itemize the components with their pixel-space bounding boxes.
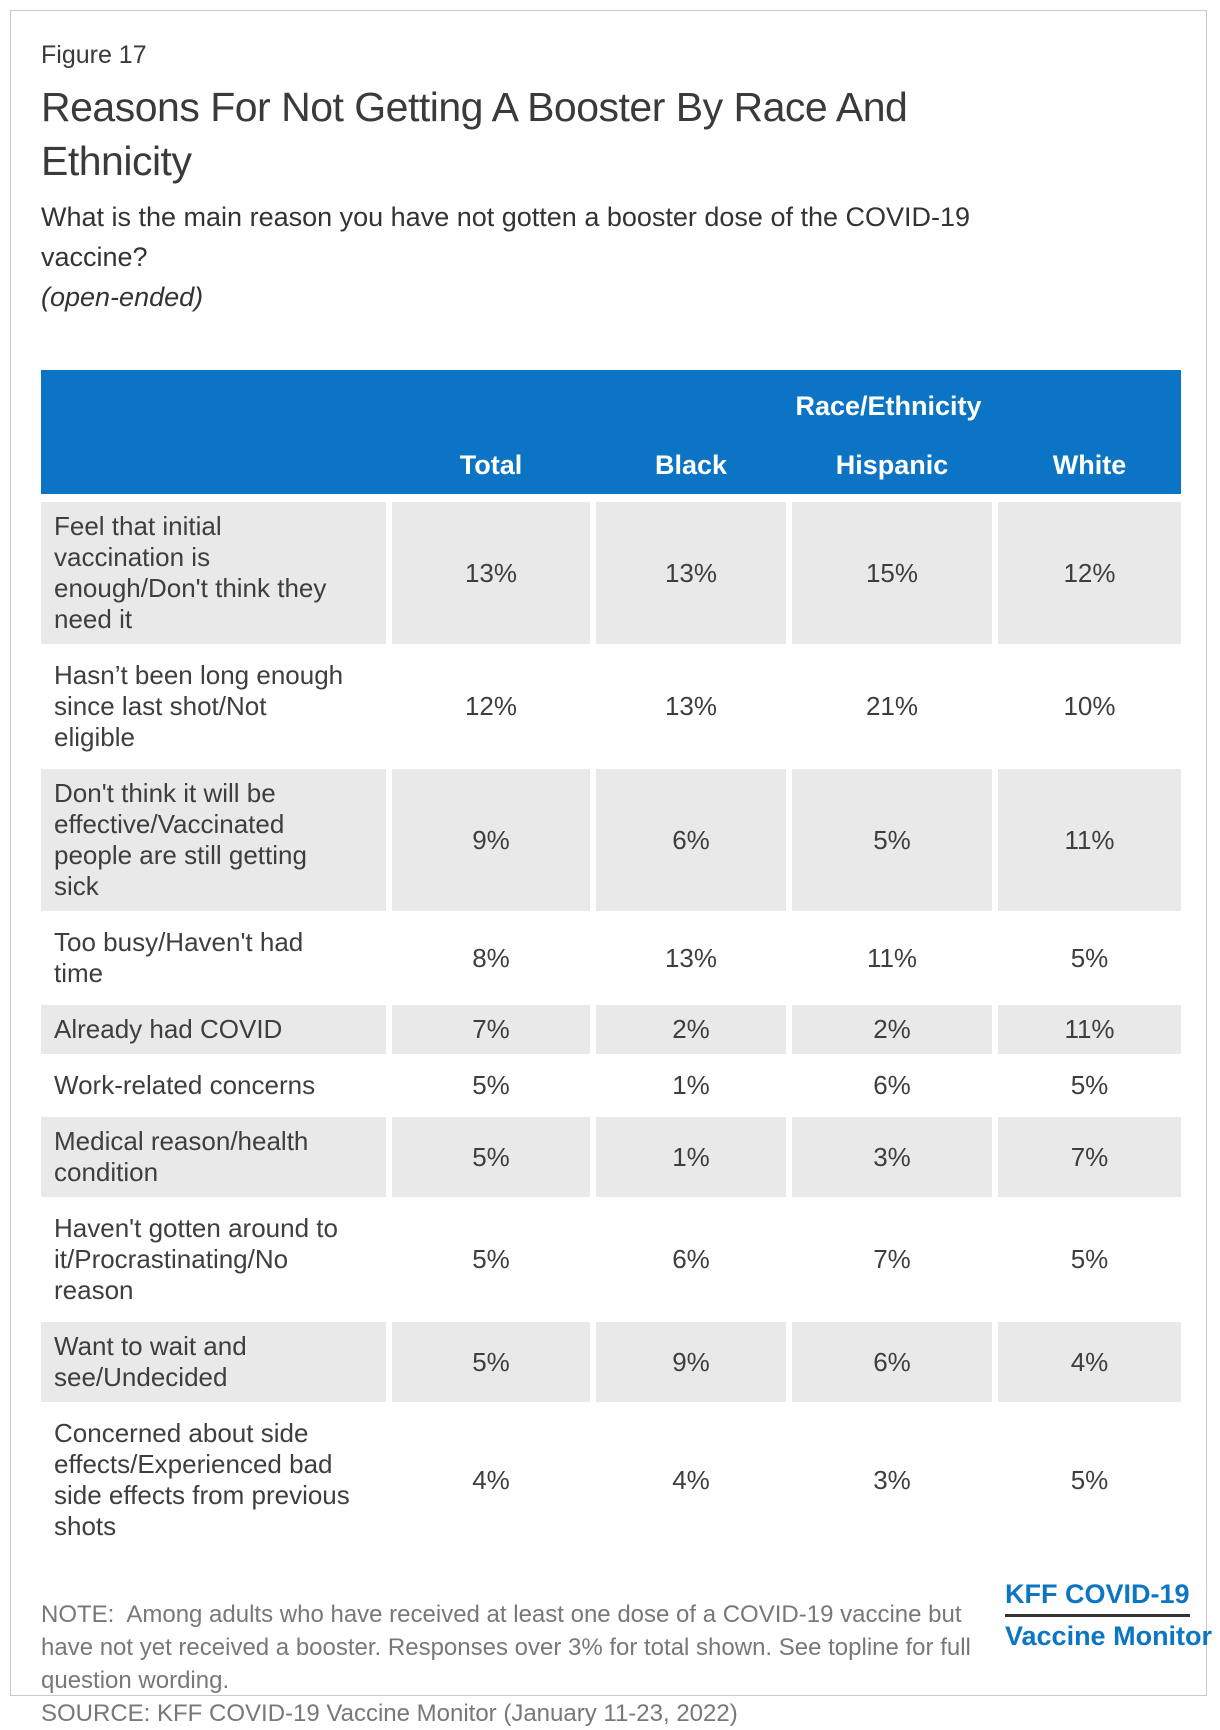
table-row: Hasn’t been long enough since last shot/… bbox=[41, 651, 1181, 762]
cell-hispanic: 7% bbox=[792, 1204, 992, 1315]
cell-hispanic: 3% bbox=[792, 1117, 992, 1197]
table-header: Race/Ethnicity Total Black Hispanic Whit… bbox=[41, 370, 1181, 494]
row-label: Want to wait and see/Undecided bbox=[41, 1322, 386, 1402]
survey-question-note: (open-ended) bbox=[41, 282, 204, 312]
cell-black: 1% bbox=[596, 1117, 786, 1197]
cell-hispanic: 6% bbox=[792, 1061, 992, 1110]
table-row: Work-related concerns 5% 1% 6% 5% bbox=[41, 1061, 1181, 1110]
source-text: SOURCE: KFF COVID-19 Vaccine Monitor (Ja… bbox=[41, 1700, 738, 1727]
cell-total: 5% bbox=[392, 1322, 590, 1402]
cell-black: 1% bbox=[596, 1061, 786, 1110]
cell-total: 5% bbox=[392, 1117, 590, 1197]
cell-black: 6% bbox=[596, 769, 786, 911]
cell-white: 10% bbox=[998, 651, 1181, 762]
cell-total: 4% bbox=[392, 1409, 590, 1551]
footnote: NOTE: Among adults who have received at … bbox=[41, 1598, 1003, 1730]
cell-white: 5% bbox=[998, 1204, 1181, 1315]
cell-hispanic: 5% bbox=[792, 769, 992, 911]
column-header-total: Total bbox=[459, 450, 523, 480]
cell-black: 2% bbox=[596, 1005, 786, 1054]
cell-hispanic: 11% bbox=[792, 918, 992, 998]
table-row: Already had COVID 7% 2% 2% 11% bbox=[41, 1005, 1181, 1054]
cell-total: 9% bbox=[392, 769, 590, 911]
table-header-group-row: Race/Ethnicity bbox=[41, 391, 1181, 422]
logo-line-2: Vaccine Monitor bbox=[1005, 1621, 1213, 1651]
cell-total: 5% bbox=[392, 1061, 590, 1110]
column-header-black: Black bbox=[654, 450, 728, 480]
logo-line-1: KFF COVID-19 bbox=[1005, 1580, 1190, 1617]
cell-white: 5% bbox=[998, 1061, 1181, 1110]
cell-white: 11% bbox=[998, 1005, 1181, 1054]
cell-black: 6% bbox=[596, 1204, 786, 1315]
column-header-white: White bbox=[1052, 450, 1127, 480]
row-label: Already had COVID bbox=[41, 1005, 386, 1054]
table-header-columns-row: Total Black Hispanic White bbox=[41, 450, 1181, 481]
cell-total: 5% bbox=[392, 1204, 590, 1315]
table-body: Feel that initial vaccination is enough/… bbox=[41, 502, 1181, 1551]
cell-white: 5% bbox=[998, 918, 1181, 998]
table-row: Concerned about side effects/Experienced… bbox=[41, 1409, 1181, 1551]
cell-black: 13% bbox=[596, 502, 786, 644]
row-label: Feel that initial vaccination is enough/… bbox=[41, 502, 386, 644]
table-row: Haven't gotten around to it/Procrastinat… bbox=[41, 1204, 1181, 1315]
cell-white: 11% bbox=[998, 769, 1181, 911]
cell-total: 8% bbox=[392, 918, 590, 998]
column-header-hispanic: Hispanic bbox=[835, 450, 949, 480]
table-row: Medical reason/health condition 5% 1% 3%… bbox=[41, 1117, 1181, 1197]
row-label: Concerned about side effects/Experienced… bbox=[41, 1409, 386, 1551]
cell-white: 5% bbox=[998, 1409, 1181, 1551]
figure-card: Figure 17 Reasons For Not Getting A Boos… bbox=[10, 10, 1212, 1727]
row-label: Don't think it will be effective/Vaccina… bbox=[41, 769, 386, 911]
cell-hispanic: 15% bbox=[792, 502, 992, 644]
cell-hispanic: 2% bbox=[792, 1005, 992, 1054]
cell-hispanic: 3% bbox=[792, 1409, 992, 1551]
table-row: Don't think it will be effective/Vaccina… bbox=[41, 769, 1181, 911]
cell-white: 12% bbox=[998, 502, 1181, 644]
cell-black: 4% bbox=[596, 1409, 786, 1551]
table-row: Too busy/Haven't had time 8% 13% 11% 5% bbox=[41, 918, 1181, 998]
cell-black: 9% bbox=[596, 1322, 786, 1402]
cell-total: 12% bbox=[392, 651, 590, 762]
cell-hispanic: 21% bbox=[792, 651, 992, 762]
data-table: Race/Ethnicity Total Black Hispanic Whit… bbox=[41, 370, 1181, 1551]
cell-white: 4% bbox=[998, 1322, 1181, 1402]
table-row: Want to wait and see/Undecided 5% 9% 6% … bbox=[41, 1322, 1181, 1402]
cell-white: 7% bbox=[998, 1117, 1181, 1197]
row-label: Medical reason/health condition bbox=[41, 1117, 386, 1197]
cell-hispanic: 6% bbox=[792, 1322, 992, 1402]
note-text: NOTE: Among adults who have received at … bbox=[41, 1601, 971, 1694]
row-label: Work-related concerns bbox=[41, 1061, 386, 1110]
cell-total: 7% bbox=[392, 1005, 590, 1054]
row-label: Too busy/Haven't had time bbox=[41, 918, 386, 998]
cell-black: 13% bbox=[596, 651, 786, 762]
column-header-spacer bbox=[41, 450, 386, 481]
row-label: Haven't gotten around to it/Procrastinat… bbox=[41, 1204, 386, 1315]
table-row: Feel that initial vaccination is enough/… bbox=[41, 502, 1181, 644]
kff-vaccine-monitor-logo: KFF COVID-19 Vaccine Monitor bbox=[1005, 1580, 1212, 1650]
group-header-race-ethnicity: Race/Ethnicity bbox=[795, 391, 982, 421]
figure-label: Figure 17 bbox=[41, 41, 147, 69]
survey-question-text: What is the main reason you have not got… bbox=[41, 202, 971, 272]
survey-question: What is the main reason you have not got… bbox=[41, 197, 1061, 317]
cell-black: 13% bbox=[596, 918, 786, 998]
row-label: Hasn’t been long enough since last shot/… bbox=[41, 651, 386, 762]
page-title: Reasons For Not Getting A Booster By Rac… bbox=[41, 84, 908, 184]
cell-total: 13% bbox=[392, 502, 590, 644]
